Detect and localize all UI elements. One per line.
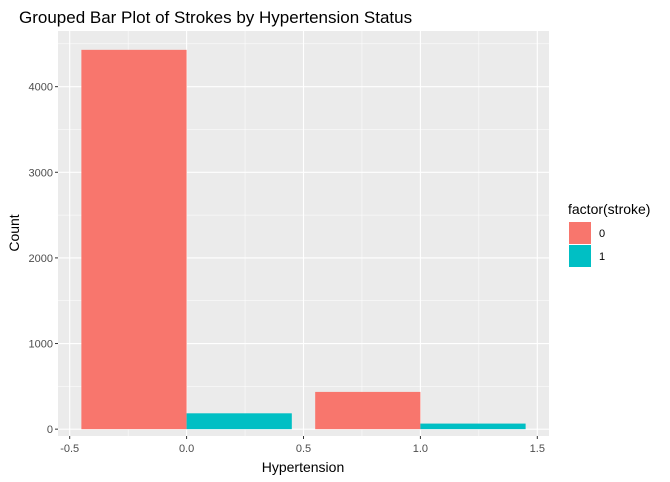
y-tick-label: 2000 — [29, 253, 53, 265]
legend-label-1: 1 — [599, 251, 605, 263]
y-tick-label: 0 — [47, 424, 53, 436]
bars — [81, 49, 526, 430]
y-tick-label: 3000 — [29, 167, 53, 179]
x-tick-label: 0.0 — [179, 443, 194, 455]
y-axis: 0 1000 2000 3000 4000 — [29, 82, 58, 436]
x-tick-label: 0.5 — [296, 443, 311, 455]
bar-hypertension-0-stroke-1 — [186, 413, 292, 430]
bar-hypertension-1-stroke-0 — [315, 391, 421, 430]
legend-label-0: 0 — [599, 228, 605, 240]
legend-key-0 — [569, 222, 591, 244]
legend: factor(stroke) 0 1 — [568, 201, 650, 267]
y-axis-title: Count — [6, 214, 22, 251]
bar-hypertension-0-stroke-0 — [81, 49, 187, 430]
bar-hypertension-1-stroke-1 — [420, 423, 526, 430]
legend-title: factor(stroke) — [568, 201, 650, 217]
x-tick-label: 1.0 — [413, 443, 428, 455]
y-tick-label: 1000 — [29, 339, 53, 351]
legend-key-1 — [569, 245, 591, 267]
x-tick-label: 1.5 — [530, 443, 545, 455]
chart-title: Grouped Bar Plot of Strokes by Hypertens… — [19, 8, 412, 27]
x-tick-label: -0.5 — [60, 443, 79, 455]
x-axis: -0.5 0.0 0.5 1.0 1.5 — [60, 436, 545, 455]
y-tick-label: 4000 — [29, 82, 53, 94]
x-axis-title: Hypertension — [262, 459, 345, 475]
